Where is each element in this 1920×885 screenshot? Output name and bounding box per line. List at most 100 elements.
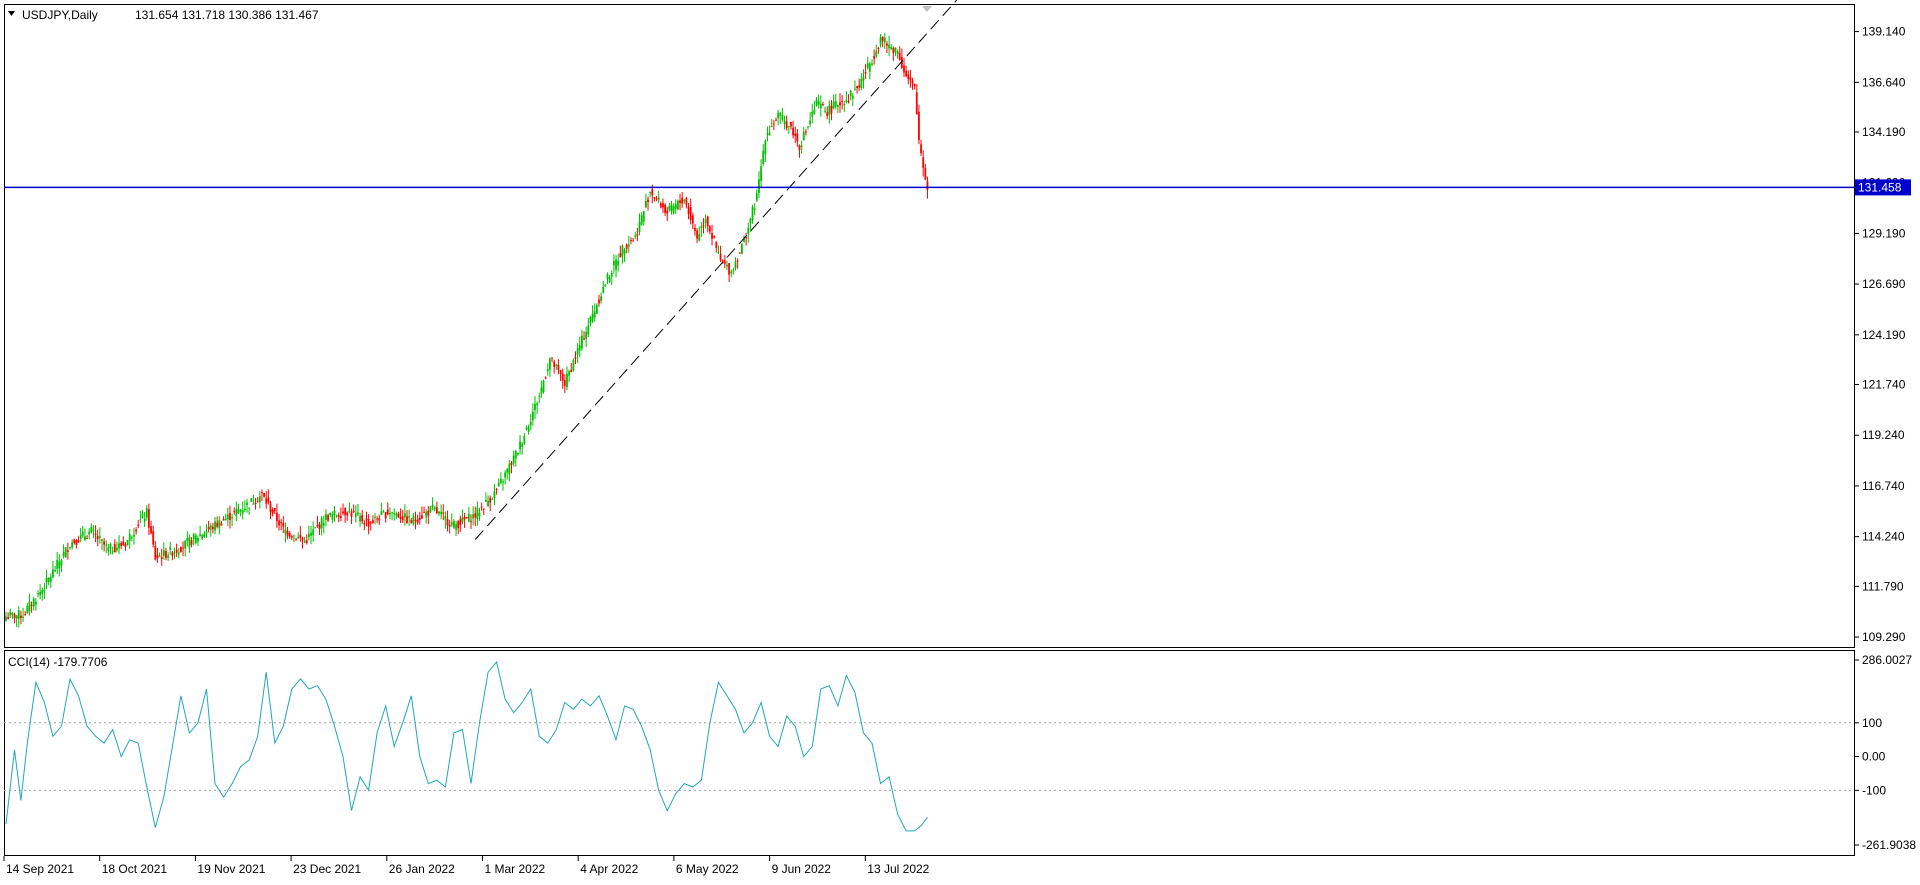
candle-body	[811, 111, 814, 117]
candle-body	[60, 560, 63, 566]
candle-body	[467, 513, 470, 522]
price-tick-label: 111.790	[1862, 579, 1904, 593]
candle-body	[531, 411, 534, 421]
candle-body	[28, 601, 31, 612]
candle-body	[770, 126, 773, 128]
candle-body	[480, 506, 483, 508]
candle-body	[730, 271, 733, 273]
candle-body	[361, 515, 364, 522]
candle-body	[438, 511, 440, 514]
candle-body	[141, 513, 144, 518]
candle-body	[235, 508, 238, 517]
candle-body	[796, 133, 799, 142]
candle-body	[858, 85, 861, 88]
candle-body	[265, 498, 268, 504]
indicator-frame	[4, 650, 1855, 856]
candle-body	[713, 235, 716, 238]
candlestick-series	[5, 32, 929, 628]
candle-body	[133, 534, 135, 537]
candle-body	[476, 508, 479, 519]
current-price-label: 131.458	[1858, 180, 1902, 194]
candle-body	[79, 534, 82, 540]
candle-body	[113, 543, 116, 553]
candle-body	[101, 539, 103, 542]
candle-body	[905, 70, 908, 77]
dashed-trendline[interactable]	[474, 0, 966, 540]
candle-body	[630, 240, 632, 242]
candle-body	[903, 65, 905, 73]
candle-body	[7, 617, 10, 619]
candle-body	[608, 276, 611, 282]
candle-body	[499, 479, 502, 484]
candle-body	[877, 48, 880, 50]
candle-body	[162, 550, 165, 556]
candle-body	[497, 482, 500, 487]
candle-body	[785, 121, 788, 129]
candle-body	[186, 537, 189, 542]
price-tick-label: 139.140	[1862, 25, 1906, 39]
candle-body	[348, 510, 351, 512]
candle-body	[721, 260, 724, 263]
candle-body	[504, 472, 507, 478]
candle-body	[868, 63, 871, 72]
candle-body	[401, 516, 404, 521]
header: USDJPY,Daily 131.654 131.718 130.386 131…	[8, 8, 319, 22]
candle-body	[843, 103, 846, 106]
candle-body	[512, 455, 515, 464]
candle-body	[5, 616, 7, 621]
candle-body	[382, 511, 385, 513]
candle-body	[37, 593, 39, 595]
candle-body	[900, 57, 903, 68]
candle-body	[625, 244, 628, 249]
candle-body	[845, 99, 848, 102]
candle-body	[670, 204, 673, 212]
candle-body	[890, 46, 893, 50]
candle-body	[871, 63, 873, 65]
candle-body	[182, 547, 184, 549]
candle-body	[719, 254, 722, 261]
candle-body	[826, 112, 829, 116]
candle-body	[429, 506, 432, 513]
candle-body	[659, 203, 662, 208]
candle-body	[817, 101, 820, 105]
candle-body	[342, 511, 344, 514]
cci-tick-label: -261.9038	[1862, 838, 1916, 852]
candle-body	[740, 244, 743, 254]
candle-body	[777, 112, 780, 119]
candle-body	[128, 534, 131, 541]
candle-body	[856, 86, 858, 88]
candle-body	[111, 551, 114, 553]
cci-line	[5, 660, 928, 832]
time-tick-label: 18 Oct 2021	[102, 862, 168, 876]
candle-body	[81, 531, 84, 536]
candle-body	[11, 612, 14, 615]
candle-body	[886, 43, 888, 46]
time-tick-label: 23 Dec 2021	[293, 862, 361, 876]
candle-body	[758, 179, 760, 193]
candle-body	[435, 507, 438, 514]
candle-body	[442, 512, 445, 514]
candle-body	[687, 206, 690, 215]
cci-tick-label: -100	[1862, 783, 1886, 797]
candle-body	[86, 537, 88, 539]
time-tick-label: 9 Jun 2022	[772, 862, 832, 876]
candle-body	[116, 547, 118, 551]
candle-body	[834, 100, 837, 107]
candle-body	[305, 540, 308, 543]
candle-body	[918, 111, 920, 140]
candle-body	[222, 519, 225, 521]
candle-body	[303, 541, 306, 543]
collapse-triangle-icon[interactable]	[8, 11, 15, 16]
candle-body	[20, 615, 22, 618]
candle-body	[378, 518, 381, 521]
shift-marker-icon[interactable]	[922, 6, 932, 12]
candle-body	[205, 531, 208, 534]
time-tick-label: 4 Apr 2022	[580, 862, 638, 876]
candle-body	[775, 119, 777, 121]
candle-body	[122, 541, 125, 546]
candle-body	[694, 227, 696, 231]
candle-body	[613, 261, 615, 266]
cci-line-series	[5, 660, 928, 832]
candle-body	[389, 512, 391, 515]
